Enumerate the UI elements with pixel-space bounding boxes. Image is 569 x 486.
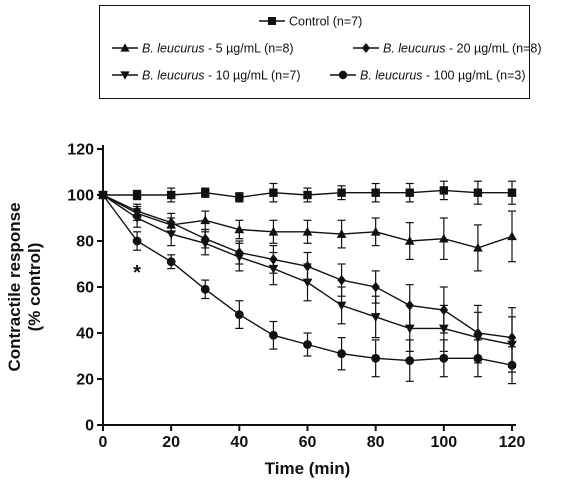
data-point: [336, 229, 347, 238]
legend-label-species: B. leucurus: [360, 69, 423, 83]
legend-marker: [268, 17, 276, 25]
legend-marker: [362, 43, 370, 53]
legend-marker: [120, 43, 130, 52]
y-tick-label: 20: [76, 372, 94, 389]
data-point: [132, 214, 142, 224]
axes: 0 20 40 60 80 100 120 0 20 40 60 80 100 120 Time (min)…: [5, 142, 525, 479]
annotations: *: [133, 262, 141, 284]
data-point: [370, 226, 381, 236]
legend-marker: [120, 71, 130, 80]
data-point: [405, 356, 415, 366]
y-tick-label: 80: [76, 234, 94, 251]
data-point: [303, 190, 312, 200]
legend-marker: [338, 70, 348, 80]
data-point: [473, 353, 483, 363]
data-point: [371, 353, 381, 363]
legend-label: Control (n=7): [289, 15, 362, 29]
legend: Control (n=7) B. leucurus - 5 µg/mL (n=8)…: [112, 15, 542, 83]
data-point: [235, 193, 244, 202]
data-point: [234, 310, 244, 320]
x-tick-label: 40: [230, 434, 248, 451]
data-point: [507, 231, 517, 241]
data-point: [404, 324, 415, 334]
legend-label: B. leucurus - 20 µg/mL (n=8): [383, 42, 542, 56]
data-point: [268, 226, 279, 236]
data-point: [370, 313, 381, 322]
x-tick-label: 100: [430, 434, 457, 451]
legend-box: [99, 5, 530, 99]
legend-entry-4: B. leucurus - 100 µg/mL (n=3): [330, 69, 526, 83]
y-tick-label: 60: [76, 280, 94, 297]
y-axis-title-line: (% control): [25, 243, 44, 332]
data-point: [269, 330, 278, 340]
x-tick-label: 20: [162, 434, 180, 451]
series-4: [98, 190, 517, 385]
data-point: [507, 360, 517, 370]
data-point: [371, 188, 380, 197]
data-point: [473, 242, 483, 252]
annotation-asterisk: *: [133, 262, 141, 284]
data-point: [98, 190, 108, 200]
legend-entry-0: Control (n=7): [259, 15, 362, 29]
data-point: [439, 233, 449, 243]
legend-label: B. leucurus - 10 µg/mL (n=7): [142, 69, 301, 83]
x-axis-title: Time (min): [265, 459, 351, 478]
x-tick-label: 80: [367, 434, 385, 451]
data-point: [234, 253, 245, 263]
data-point: [132, 190, 142, 200]
legend-label: B. leucurus - 5 µg/mL (n=8): [142, 42, 294, 56]
legend-label: B. leucurus - 100 µg/mL (n=3): [360, 69, 526, 83]
data-point: [269, 188, 278, 197]
data-point: [507, 188, 517, 197]
series-layer: [98, 180, 517, 385]
y-tick-label: 120: [67, 142, 94, 159]
legend-entry-3: B. leucurus - 10 µg/mL (n=7): [112, 69, 301, 83]
legend-label-dose: - 5 µg/mL (n=8): [205, 42, 294, 56]
y-tick-label: 100: [67, 188, 94, 205]
data-point: [473, 188, 483, 197]
legend-label-species: B. leucurus: [142, 69, 205, 83]
legend-label-dose: - 10 µg/mL (n=7): [205, 69, 301, 83]
data-point: [473, 333, 483, 343]
y-axis-title-line: Contractile response: [5, 202, 24, 371]
data-point: [405, 188, 414, 197]
legend-label-dose: - 20 µg/mL (n=8): [446, 42, 542, 56]
data-point: [337, 188, 346, 197]
data-point: [439, 353, 449, 363]
data-point: [200, 239, 211, 249]
data-point: [302, 278, 313, 288]
y-tick-label: 40: [76, 326, 94, 343]
data-point: [336, 301, 347, 311]
legend-entry-2: B. leucurus - 20 µg/mL (n=8): [353, 42, 542, 56]
data-point: [201, 188, 210, 197]
data-point: [303, 340, 312, 349]
data-point: [268, 264, 279, 274]
y-axis-title: Contractile response(% control): [5, 202, 44, 371]
series-0: [98, 180, 517, 205]
data-point: [166, 257, 176, 267]
data-point: [439, 186, 449, 195]
legend-label-species: B. leucurus: [383, 42, 446, 56]
data-point: [200, 215, 211, 225]
data-point: [132, 236, 142, 246]
data-point: [166, 190, 176, 200]
data-point: [234, 224, 245, 234]
data-point: [439, 324, 449, 334]
legend-label-species: B. leucurus: [142, 42, 205, 56]
data-point: [337, 274, 346, 286]
data-point: [200, 284, 210, 294]
legend-label-dose: - 100 µg/mL (n=3): [423, 69, 526, 83]
data-point: [166, 230, 176, 240]
data-point: [404, 235, 415, 245]
x-tick-label: 0: [99, 434, 108, 451]
data-point: [507, 340, 517, 350]
data-point: [337, 349, 346, 359]
x-tick-label: 120: [499, 434, 526, 451]
data-point: [302, 226, 313, 236]
legend-entry-1: B. leucurus - 5 µg/mL (n=8): [112, 42, 294, 56]
x-tick-label: 60: [299, 434, 317, 451]
y-tick-label: 0: [85, 418, 94, 435]
data-point: [371, 281, 380, 293]
